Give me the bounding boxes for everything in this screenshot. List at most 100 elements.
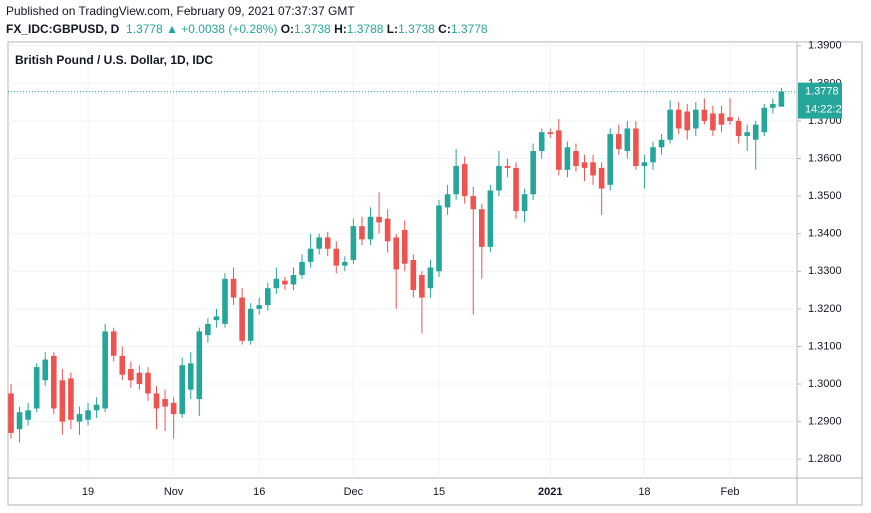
candle-body — [59, 380, 66, 422]
candle-body — [119, 355, 126, 375]
ohlc-label: C: — [438, 22, 451, 36]
candle-body — [128, 369, 134, 381]
candle-body — [187, 363, 194, 390]
x-tick-label: Dec — [344, 486, 364, 498]
candle-body — [8, 393, 14, 433]
last-price: 1.3778 — [126, 22, 163, 36]
candle-body — [265, 288, 271, 306]
candle-body — [658, 139, 665, 148]
candle-body — [273, 278, 280, 289]
candle-body — [496, 166, 502, 191]
ohlc-value: 1.3738 — [294, 22, 331, 36]
candle-body — [51, 355, 57, 409]
candle-body — [744, 132, 750, 136]
candle-body — [342, 261, 348, 266]
candle-body — [556, 130, 562, 170]
candle-body — [170, 402, 177, 415]
candle-body — [564, 147, 571, 170]
candle-body — [196, 331, 203, 400]
candle-body — [538, 132, 545, 151]
candle-body — [324, 237, 331, 249]
candle-body — [376, 216, 382, 223]
candle-body — [316, 237, 322, 249]
candle-body — [290, 275, 297, 285]
candle-body — [222, 278, 228, 324]
ohlc-value: 1.3738 — [398, 22, 435, 36]
candle-body — [42, 359, 49, 381]
y-tick-label: 1.3000 — [808, 378, 842, 390]
candle-body — [598, 167, 605, 189]
last-price-box — [798, 82, 842, 119]
candle-body — [752, 124, 759, 140]
candle-body — [230, 278, 237, 298]
candle-body — [85, 410, 91, 420]
candle-body — [461, 164, 468, 197]
candle-body — [93, 404, 100, 411]
x-tick-label: 16 — [253, 486, 265, 498]
candle-body — [350, 226, 357, 260]
x-tick-label: Nov — [164, 486, 184, 498]
candle-body — [684, 111, 691, 131]
candle-body — [162, 399, 168, 407]
x-tick-label: Feb — [721, 486, 740, 498]
candle-body — [650, 147, 656, 163]
candle-body — [778, 91, 785, 107]
candle-body — [581, 162, 588, 168]
change: ▲ +0.0038 (+0.28%) — [166, 22, 278, 36]
chart-title: British Pound / U.S. Dollar, 1D, IDC — [15, 53, 213, 67]
candle-body — [419, 275, 425, 298]
candle-body — [239, 297, 245, 341]
candle-body — [110, 331, 117, 356]
x-tick-label: 2021 — [538, 486, 562, 498]
ohlc-value: 1.3778 — [450, 22, 488, 36]
x-tick-label: 15 — [433, 486, 445, 498]
candle-body — [307, 248, 314, 262]
y-tick-label: 1.2800 — [808, 453, 842, 465]
candle-body — [470, 196, 477, 210]
candle-body — [770, 104, 776, 108]
candle-body — [718, 113, 725, 125]
candle-body — [299, 261, 305, 276]
candle-body — [76, 414, 83, 422]
candle-body — [513, 167, 519, 212]
candle-body — [624, 128, 631, 151]
candle-body — [590, 162, 596, 176]
candle-body — [136, 372, 143, 385]
ohlc-value: 1.3788 — [346, 22, 384, 36]
candle-body — [675, 109, 682, 129]
y-tick-label: 1.3300 — [808, 265, 842, 277]
ohlc-label: O: — [280, 22, 295, 36]
candle-body — [573, 151, 579, 167]
candle-body — [710, 113, 716, 131]
candle-body — [401, 229, 408, 264]
candle-body — [504, 166, 511, 168]
published-line: Published on TradingView.com, February 0… — [6, 4, 355, 18]
candle-body — [761, 107, 768, 133]
ohlc-label: H: — [334, 22, 347, 36]
candle-body — [410, 260, 417, 291]
candle-body — [102, 331, 108, 409]
candle-body — [427, 267, 434, 289]
y-tick-label: 1.3400 — [808, 228, 842, 240]
last-price-label: 1.3778 — [805, 86, 839, 98]
symbol-line: FX_IDC:GBPUSD, D 1.3778 ▲ +0.0038 (+0.28… — [6, 22, 488, 36]
candle-body — [367, 216, 374, 240]
candle-body — [667, 109, 673, 140]
candle-body — [384, 218, 391, 242]
candle-body — [436, 205, 442, 272]
candle-body — [641, 162, 648, 167]
candle-body — [205, 323, 211, 336]
candle-body — [25, 410, 31, 420]
y-tick-label: 1.3600 — [808, 152, 842, 164]
candle-body — [530, 151, 536, 195]
candle-body — [359, 226, 365, 240]
candle-body — [693, 109, 699, 129]
candle-body — [479, 209, 485, 247]
candle-body — [333, 248, 340, 266]
y-tick-label: 1.3200 — [808, 303, 842, 315]
candle-body — [547, 132, 554, 135]
x-tick-label: 19 — [82, 486, 94, 498]
candle-body — [633, 128, 639, 167]
candle-body — [153, 393, 160, 409]
